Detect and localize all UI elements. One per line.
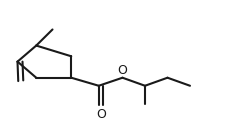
Text: O: O [118,64,128,77]
Text: O: O [96,108,106,121]
